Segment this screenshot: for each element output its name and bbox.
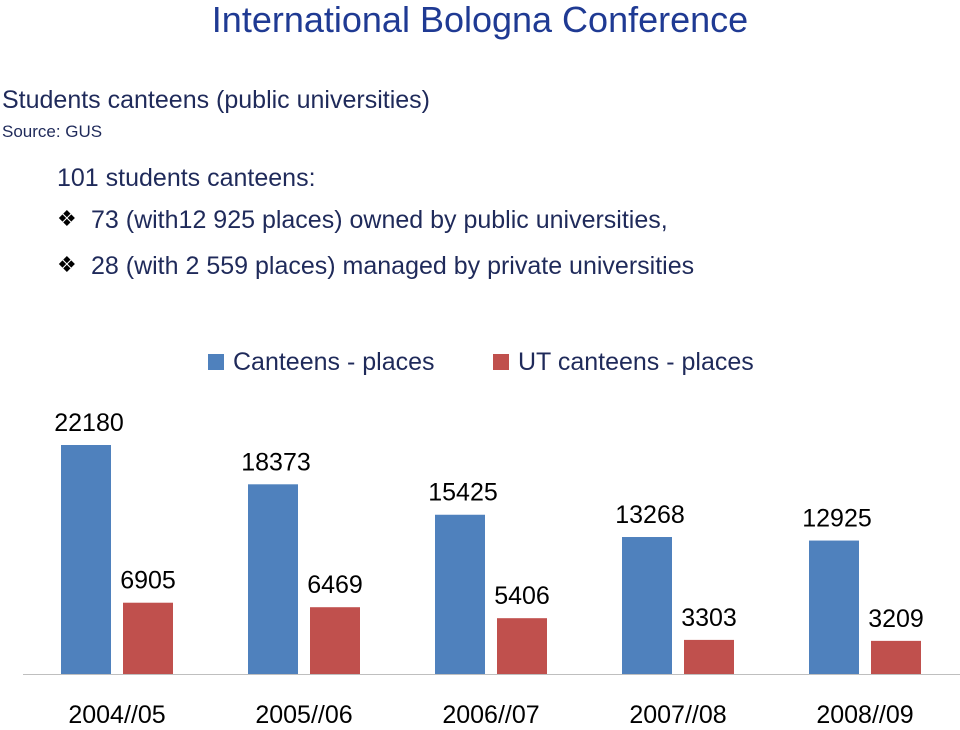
category-label: 2008//09 <box>816 701 913 729</box>
bullet-text: 28 (with 2 559 places) managed by privat… <box>91 252 695 280</box>
category-label: 2007//08 <box>629 701 726 729</box>
bar-ut-canteens <box>310 607 360 674</box>
intro-text: 101 students canteens: <box>57 164 316 192</box>
bullet-item: ❖ 28 (with 2 559 places) managed by priv… <box>57 252 694 298</box>
legend-item: Canteens - places <box>208 348 435 376</box>
bar-chart: Canteens - places UT canteens - places 221… <box>23 348 960 729</box>
data-label: 15425 <box>428 479 498 507</box>
category-label: 2006//07 <box>442 701 539 729</box>
data-label: 6905 <box>120 567 176 595</box>
data-label: 13268 <box>615 501 685 529</box>
legend-swatch <box>208 354 224 370</box>
data-label: 3209 <box>868 605 924 633</box>
data-label: 5406 <box>494 582 550 610</box>
legend-item: UT canteens - places <box>493 348 754 376</box>
data-label: 12925 <box>802 505 872 533</box>
bar-canteens <box>809 540 859 674</box>
diamond-bullet-icon: ❖ <box>57 252 77 277</box>
bar-ut-canteens <box>684 639 734 674</box>
slide-title: International Bologna Conference <box>211 0 749 40</box>
bar-canteens <box>435 514 485 674</box>
legend-label: UT canteens - places <box>518 348 754 376</box>
bullet-text: 73 (with12 925 places) owned by public u… <box>91 206 668 234</box>
data-label: 3303 <box>681 604 737 632</box>
bullet-item: ❖ 73 (with12 925 places) owned by public… <box>57 206 694 252</box>
bar-ut-canteens <box>123 602 173 674</box>
data-label: 22180 <box>54 409 124 437</box>
bar-canteens <box>248 484 298 674</box>
data-label: 6469 <box>307 571 363 599</box>
legend-label: Canteens - places <box>233 348 435 376</box>
bar-ut-canteens <box>871 640 921 674</box>
bar-canteens <box>61 445 111 674</box>
slide-subtitle: Students canteens (public universities) <box>2 86 431 114</box>
category-label: 2004//05 <box>68 701 165 729</box>
diamond-bullet-icon: ❖ <box>57 206 77 231</box>
bullet-list: ❖ 73 (with12 925 places) owned by public… <box>57 206 694 298</box>
bar-canteens <box>622 537 672 674</box>
legend-swatch <box>493 354 509 370</box>
data-label: 18373 <box>241 448 311 476</box>
category-label: 2005//06 <box>255 701 352 729</box>
bar-ut-canteens <box>497 618 547 674</box>
source-note: Source: GUS <box>2 122 103 141</box>
